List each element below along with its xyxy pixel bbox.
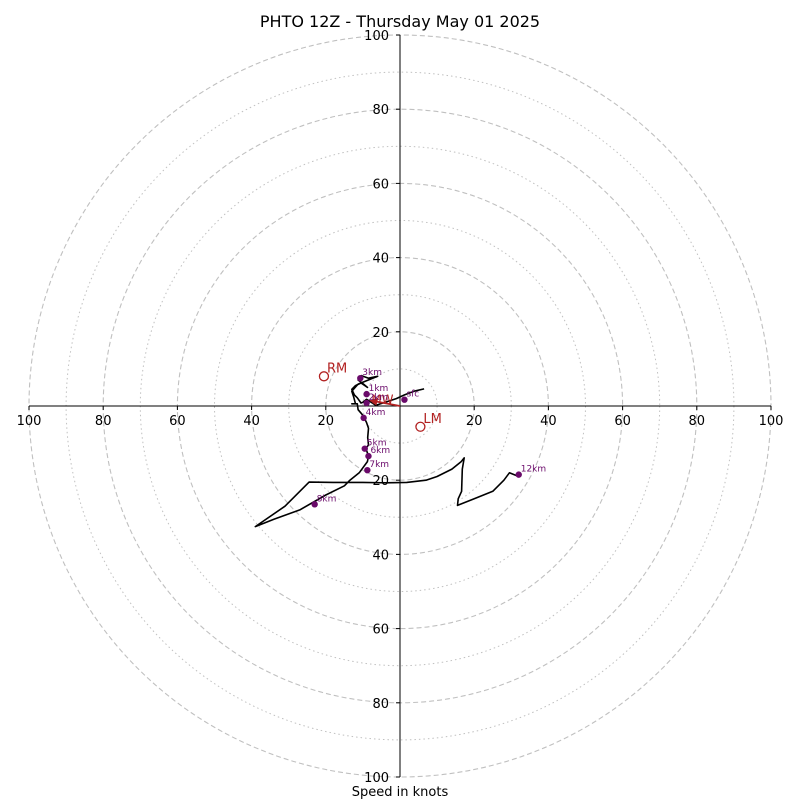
lm-marker: [415, 421, 426, 432]
y-tick-label: 80: [372, 103, 389, 118]
height-marker-4km: [360, 414, 367, 422]
x-tick-label: 80: [689, 414, 706, 429]
y-tick-label: 40: [372, 548, 389, 563]
height-label-6km: 6km: [370, 446, 390, 456]
lm-label: LM: [423, 412, 441, 427]
hodograph-trace-group: [254, 374, 519, 528]
y-tick-label: 20: [372, 326, 389, 341]
height-label-2km: 2km: [369, 393, 389, 403]
x-axis-label: Speed in knots: [352, 785, 449, 800]
x-tick-label: 100: [17, 414, 42, 429]
height-label-5km: 5km: [367, 439, 387, 449]
chart-title: PHTO 12Z - Thursday May 01 2025: [260, 12, 540, 31]
height-label-7km: 7km: [369, 460, 389, 470]
height-label-8km: 8km: [317, 494, 337, 504]
height-marker-5km: [361, 445, 368, 452]
hodograph-trace: [254, 374, 519, 528]
height-label-3km: 3km: [362, 368, 382, 378]
height-marker-12km: [515, 471, 522, 478]
height-marker-1km: [363, 390, 370, 398]
y-tick-label: 20: [372, 474, 389, 489]
rm-marker: [318, 371, 330, 382]
height-marker-2km: [363, 399, 370, 407]
y-tick-label: 60: [372, 177, 389, 192]
height-label-12km: 12km: [521, 465, 546, 475]
y-tick-label: 80: [372, 697, 389, 712]
x-tick-label: 20: [318, 414, 335, 429]
tick-labels: 100 80 60 40 20 20 40 60 80 100 100 80 60 40 20 20 40 60 8…: [17, 29, 784, 786]
y-tick-label: 100: [364, 29, 389, 44]
mw-label: MW: [371, 392, 393, 406]
height-marker-8km: [311, 501, 318, 508]
height-marker-sfc: [401, 396, 408, 403]
x-tick-label: 20: [466, 414, 483, 429]
x-tick-label: 80: [95, 414, 112, 429]
height-marker-6km: [365, 452, 372, 460]
height-marker-7km: [364, 466, 371, 474]
x-tick-label: 60: [614, 414, 631, 429]
y-tick-label: 60: [372, 623, 389, 638]
height-label-4km: 4km: [366, 408, 386, 418]
x-tick-label: 40: [540, 414, 557, 429]
rm-label: RM: [327, 361, 347, 376]
height-label-sfc: sfc: [406, 390, 419, 400]
y-tick-label: 40: [372, 252, 389, 267]
storm-motion-group: RM LM MW: [318, 361, 442, 432]
x-tick-label: 100: [759, 414, 784, 429]
x-tick-label: 40: [243, 414, 260, 429]
height-label-1km: 1km: [369, 384, 389, 394]
mean-wind-arrow: [369, 397, 401, 407]
y-tick-label: 100: [364, 771, 389, 786]
height-marker-3km: [357, 374, 364, 382]
x-tick-label: 60: [169, 414, 186, 429]
